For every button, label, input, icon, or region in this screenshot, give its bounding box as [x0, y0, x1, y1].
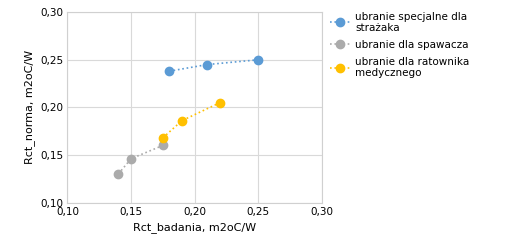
- ubranie specjalne dla
strażaka: [204, 63, 210, 66]
- Legend: ubranie specjalne dla
strażaka, ubranie dla spawacza, ubranie dla ratownika
medy: ubranie specjalne dla strażaka, ubranie …: [327, 8, 472, 81]
- ubranie dla spawacza: [128, 157, 134, 160]
- Y-axis label: Rct_norma, m2oC/W: Rct_norma, m2oC/W: [24, 50, 35, 164]
- ubranie specjalne dla
strażaka: [255, 58, 261, 61]
- ubranie dla ratownika
medycznego: [179, 119, 185, 122]
- Line: ubranie dla ratownika
medycznego: ubranie dla ratownika medycznego: [159, 98, 224, 142]
- Line: ubranie dla spawacza: ubranie dla spawacza: [114, 141, 167, 178]
- X-axis label: Rct_badania, m2oC/W: Rct_badania, m2oC/W: [133, 222, 256, 233]
- ubranie dla spawacza: [160, 144, 166, 147]
- ubranie dla spawacza: [115, 173, 121, 175]
- Line: ubranie specjalne dla
strażaka: ubranie specjalne dla strażaka: [165, 56, 263, 75]
- ubranie dla ratownika
medycznego: [217, 101, 223, 104]
- ubranie dla ratownika
medycznego: [160, 136, 166, 139]
- ubranie specjalne dla
strażaka: [166, 70, 172, 73]
